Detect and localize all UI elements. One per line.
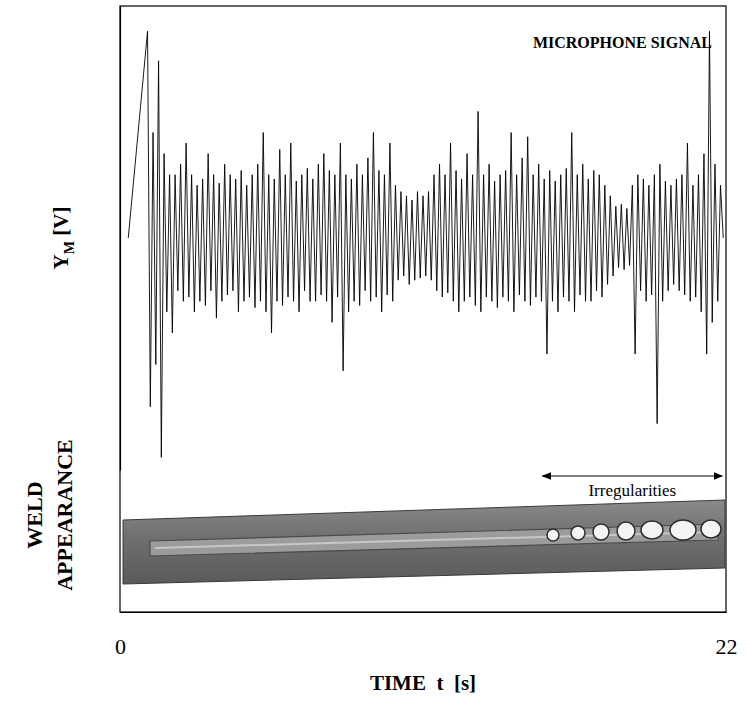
y-axis-title: YM [V]	[49, 207, 77, 270]
weld-hole	[593, 524, 609, 540]
x-tick: 22	[716, 612, 738, 659]
weld-hole	[547, 529, 559, 541]
plot-frame	[120, 6, 726, 612]
x-axis-title: TIME t [s]	[370, 671, 476, 695]
weld-hole	[701, 520, 721, 538]
x-tick: 0	[115, 612, 126, 659]
chart-title: MICROPHONE SIGNAL	[533, 34, 712, 51]
side-label: WELDAPPEARANCE	[22, 439, 77, 591]
y-axis-line	[120, 7, 121, 471]
x-axis: 0 22	[115, 612, 738, 659]
chart-svg: 0 22 TIME t [s] YM [V] WELDAPPEARANCE MICROPH…	[0, 0, 748, 704]
y-axis	[120, 7, 121, 471]
plot-area	[128, 31, 723, 457]
weld-hole	[571, 526, 585, 540]
weld-hole	[670, 520, 696, 540]
annotation-arrow	[542, 475, 722, 476]
weld-plate	[123, 500, 725, 584]
annotation-text: Irregularities	[588, 481, 676, 500]
x-axis-line	[121, 612, 727, 613]
x-tick-label: 22	[716, 634, 738, 659]
weld-hole	[617, 522, 635, 540]
weld-hole	[641, 521, 663, 539]
x-tick-label: 0	[115, 634, 126, 659]
weld-photo	[123, 500, 725, 584]
signal-line	[128, 31, 723, 457]
